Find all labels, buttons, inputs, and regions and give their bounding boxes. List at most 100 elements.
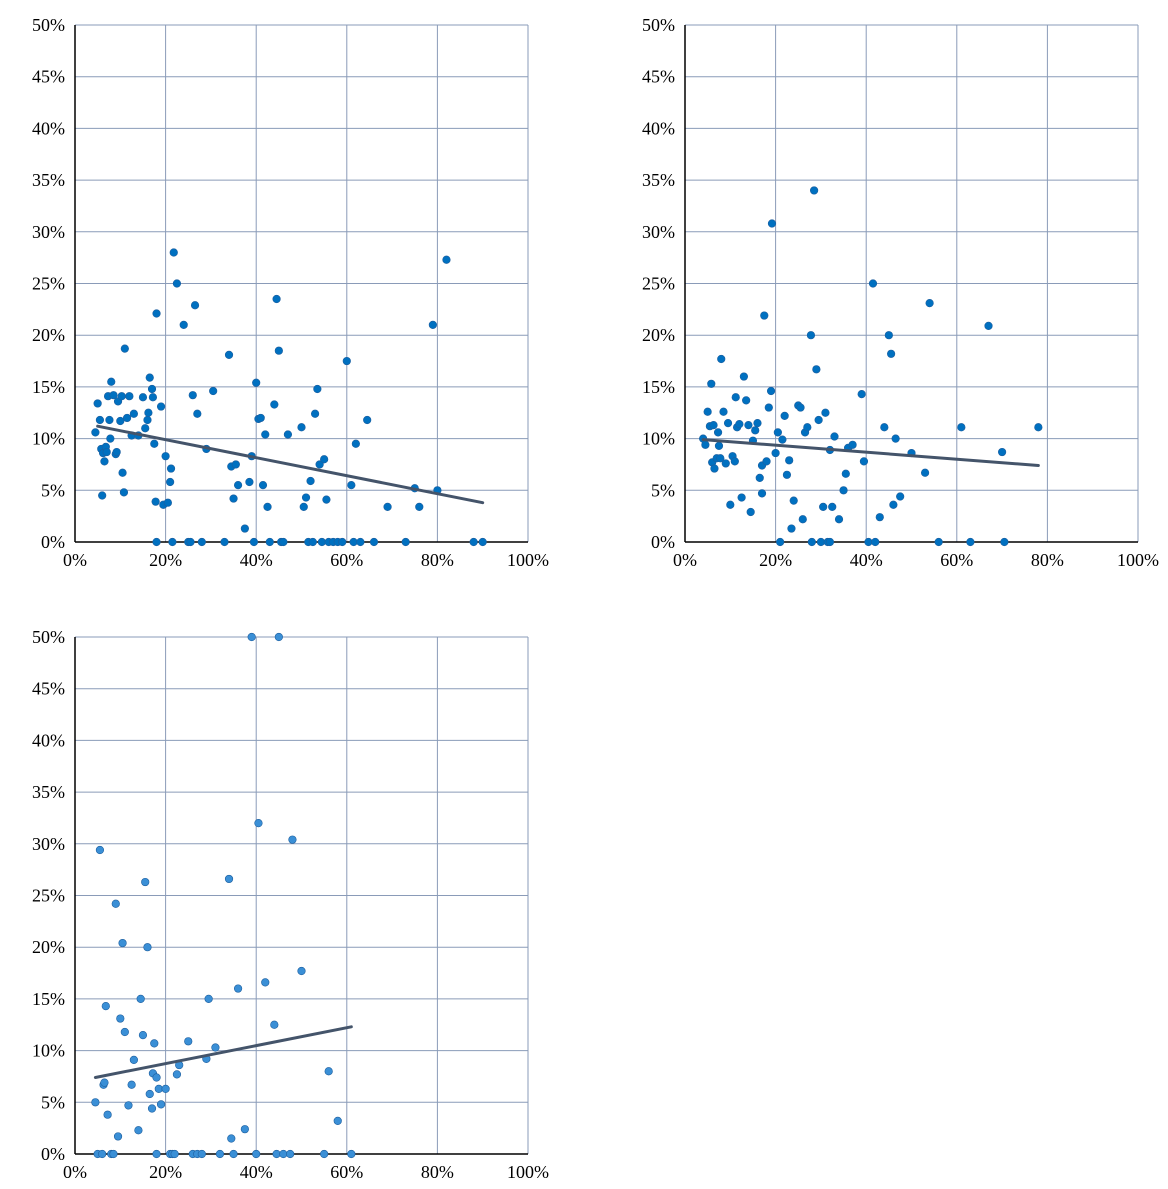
data-point: [342, 356, 351, 366]
data-point: [819, 502, 828, 511]
data-point: [179, 320, 188, 329]
data-point: [152, 537, 161, 547]
x-tick-label: 0%: [63, 1162, 87, 1182]
data-point: [141, 877, 150, 887]
data-point: [101, 1002, 110, 1011]
data-point: [152, 1073, 161, 1082]
data-point: [787, 524, 796, 533]
y-tick-label: 40%: [642, 118, 675, 138]
data-point: [742, 396, 751, 405]
data-point: [144, 408, 153, 417]
data-point: [129, 1055, 138, 1065]
data-point: [735, 420, 744, 429]
data-point: [240, 524, 249, 533]
data-point: [322, 495, 331, 504]
y-tick-label: 40%: [32, 730, 65, 750]
data-point: [709, 421, 718, 430]
data-point: [984, 321, 993, 330]
data-point: [966, 537, 975, 547]
data-point: [125, 392, 134, 401]
data-point: [297, 966, 306, 976]
x-tick-label: 80%: [421, 1162, 454, 1182]
data-point: [229, 1149, 238, 1159]
data-point: [848, 440, 857, 449]
data-point: [118, 938, 127, 948]
data-point: [871, 537, 880, 547]
data-point: [351, 439, 360, 448]
trend-line: [93, 1025, 353, 1079]
x-tick-label: 40%: [850, 550, 883, 570]
data-point: [812, 365, 821, 374]
data-point: [766, 386, 776, 396]
data-point: [347, 1149, 356, 1159]
x-tick-label: 100%: [507, 1162, 549, 1182]
data-point: [828, 502, 837, 511]
data-point: [190, 301, 200, 310]
data-point: [721, 459, 730, 468]
y-tick-label: 10%: [32, 1041, 65, 1061]
data-point: [347, 481, 356, 490]
y-tick-label: 45%: [642, 67, 675, 87]
data-point: [231, 460, 240, 469]
y-tick-label: 10%: [32, 429, 65, 449]
y-tick-label: 20%: [32, 325, 65, 345]
data-point: [172, 279, 182, 288]
trend-line: [96, 424, 485, 505]
data-point: [719, 407, 728, 416]
data-point: [169, 248, 178, 257]
data-point: [739, 372, 748, 381]
data-point: [258, 481, 268, 490]
data-point: [701, 440, 710, 449]
y-tick-label: 25%: [642, 274, 675, 294]
data-point: [286, 1149, 295, 1159]
data-point: [117, 392, 126, 401]
data-point: [757, 489, 767, 498]
data-point: [220, 537, 229, 547]
data-point: [102, 447, 111, 457]
y-tick-label: 10%: [642, 429, 675, 449]
data-point: [834, 515, 844, 524]
data-point: [141, 424, 150, 433]
y-tick-label: 0%: [651, 532, 675, 552]
data-point: [751, 426, 760, 435]
data-point: [186, 537, 195, 547]
data-point: [442, 255, 451, 264]
x-tick-label: 80%: [1031, 550, 1064, 570]
data-point: [731, 393, 740, 402]
data-point: [118, 468, 127, 477]
data-point: [279, 537, 288, 547]
data-point: [119, 488, 129, 497]
data-point: [112, 447, 121, 457]
data-point: [193, 409, 202, 418]
data-point: [785, 456, 794, 465]
data-point: [227, 1134, 236, 1143]
data-point: [145, 373, 154, 382]
data-point: [265, 537, 274, 547]
data-point: [188, 391, 197, 400]
data-point: [109, 391, 118, 400]
data-point: [880, 423, 889, 432]
x-tick-label: 80%: [421, 550, 454, 570]
scatter-chart-top-left: 0% 20% 40% 60% 80% 100% 0% 5% 10% 15% 20% 25% 30% 35%…: [32, 15, 549, 570]
data-point: [723, 418, 733, 428]
data-point: [333, 1116, 342, 1126]
y-tick-label: 40%: [32, 118, 65, 138]
y-tick-label: 25%: [32, 274, 65, 294]
data-point: [324, 1067, 333, 1076]
data-point: [1000, 537, 1009, 547]
data-point: [771, 448, 780, 458]
data-point: [363, 415, 372, 425]
x-tick-label: 60%: [330, 550, 363, 570]
data-point: [152, 1149, 161, 1159]
data-point: [810, 186, 819, 195]
data-point: [315, 460, 324, 469]
data-point: [716, 454, 725, 463]
data-point: [134, 1126, 143, 1135]
data-point: [887, 349, 896, 358]
data-point: [95, 415, 105, 425]
data-point: [93, 399, 102, 408]
data-point: [152, 309, 161, 318]
data-point: [744, 421, 753, 430]
data-point: [864, 537, 873, 547]
data-point: [120, 344, 129, 353]
